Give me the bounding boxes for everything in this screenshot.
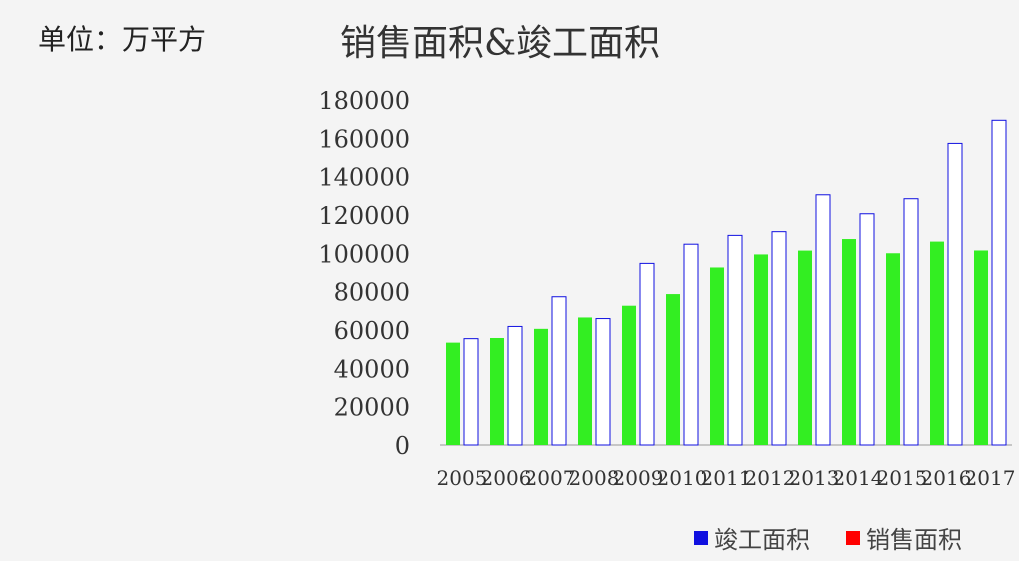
bar-completed bbox=[490, 337, 504, 445]
y-tick-label: 140000 bbox=[318, 164, 410, 192]
x-tick-label: 2014 bbox=[833, 466, 884, 490]
x-tick-label: 2006 bbox=[481, 466, 532, 490]
x-tick-label: 2017 bbox=[965, 466, 1016, 490]
y-tick-label: 80000 bbox=[334, 279, 410, 307]
bar-completed bbox=[930, 241, 944, 445]
y-tick-label: 60000 bbox=[334, 317, 410, 345]
y-tick-label: 160000 bbox=[318, 125, 410, 153]
legend-swatch-sales bbox=[846, 530, 860, 545]
legend-item-completed: 竣工面积 bbox=[694, 520, 810, 555]
y-tick-label: 20000 bbox=[334, 394, 410, 422]
x-tick-label: 2008 bbox=[569, 466, 620, 490]
bar-completed bbox=[754, 254, 768, 445]
bar-completed bbox=[446, 342, 460, 445]
bar-sales bbox=[771, 231, 787, 446]
bar-sales bbox=[595, 318, 611, 446]
bar-sales bbox=[815, 194, 831, 446]
bar-sales bbox=[727, 234, 743, 446]
bar-sales bbox=[639, 262, 655, 446]
bar-sales bbox=[947, 142, 963, 446]
x-tick-label: 2005 bbox=[437, 466, 488, 490]
x-tick-label: 2015 bbox=[877, 466, 928, 490]
unit-label: 单位：万平方 bbox=[38, 23, 207, 56]
bar-sales bbox=[463, 338, 479, 446]
bar-sales bbox=[507, 325, 523, 446]
bar-sales bbox=[551, 296, 567, 446]
bar-completed bbox=[666, 294, 680, 445]
x-tick-label: 2016 bbox=[921, 466, 972, 490]
legend-swatch-completed bbox=[694, 530, 708, 545]
legend-label-completed: 竣工面积 bbox=[714, 526, 810, 554]
legend-label-sales: 销售面积 bbox=[866, 526, 962, 554]
bar-sales bbox=[903, 198, 919, 446]
bar-sales bbox=[859, 213, 875, 446]
x-tick-label: 2011 bbox=[701, 466, 752, 490]
bar-completed bbox=[622, 305, 636, 445]
chart-title: 销售面积&竣工面积 bbox=[340, 23, 661, 64]
x-tick-label: 2009 bbox=[613, 466, 664, 490]
x-tick-label: 2010 bbox=[657, 466, 708, 490]
bar-completed bbox=[842, 239, 856, 445]
bar-completed bbox=[534, 328, 548, 445]
y-tick-label: 100000 bbox=[318, 240, 410, 268]
x-tick-label: 2012 bbox=[745, 466, 796, 490]
bar-completed bbox=[974, 250, 988, 445]
x-tick-label: 2013 bbox=[789, 466, 840, 490]
y-tick-label: 40000 bbox=[334, 355, 410, 383]
legend-item-sales: 销售面积 bbox=[846, 520, 962, 555]
bar-sales bbox=[991, 119, 1007, 446]
bar-completed bbox=[886, 253, 900, 445]
y-tick-label: 180000 bbox=[318, 87, 410, 115]
y-tick-label: 120000 bbox=[318, 202, 410, 230]
bar-sales bbox=[683, 243, 699, 446]
bar-completed bbox=[798, 250, 812, 445]
bar-completed bbox=[578, 317, 592, 445]
x-tick-label: 2007 bbox=[525, 466, 576, 490]
y-tick-label: 0 bbox=[395, 432, 410, 460]
bar-completed bbox=[710, 267, 724, 445]
